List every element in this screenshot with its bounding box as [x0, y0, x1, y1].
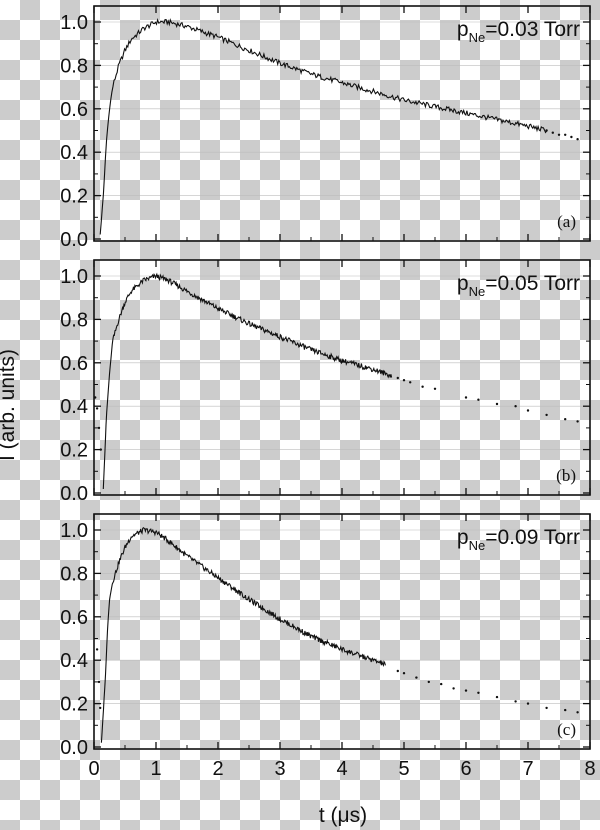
fit-point	[99, 706, 102, 710]
x-axis-title: t (μs)	[319, 804, 367, 827]
pressure-value: =0.09 Torr	[485, 526, 580, 549]
y-tick-label: 0.4	[60, 650, 88, 672]
pressure-label: pNe=0.09 Torr	[457, 526, 580, 553]
x-tick-label: 4	[336, 758, 347, 780]
panel-a: 0.0 0.2 0.4 0.6 0.8 1.0 pNe=0.03 Torr (a)	[60, 5, 591, 251]
measured-trace	[99, 17, 548, 235]
fit-point	[396, 669, 399, 673]
y-tick-label: 0.8	[60, 55, 88, 77]
measured-trace	[102, 272, 393, 490]
fit-point	[99, 448, 103, 451]
y-tick-label: 0.6	[60, 607, 88, 629]
fit-point	[477, 691, 480, 694]
y-tick-label: 1.0	[60, 266, 88, 288]
fit-point	[97, 426, 101, 430]
fit-point	[526, 409, 530, 412]
panel-letter: (b)	[556, 466, 576, 485]
y-tick-label: 0.2	[60, 440, 88, 462]
fit-point	[557, 133, 561, 136]
fit-point	[452, 687, 455, 690]
fit-point	[409, 381, 412, 384]
fit-point	[576, 420, 579, 423]
fit-point	[421, 385, 424, 388]
fit-point	[94, 396, 97, 399]
y-tick-label: 0.0	[60, 483, 88, 505]
x-tick-label: 2	[212, 758, 223, 780]
fit-point	[402, 672, 406, 675]
y-tick-label: 0.2	[60, 694, 88, 716]
fit-point	[514, 700, 517, 703]
x-tick-label: 6	[460, 758, 471, 780]
y-axis-title: I (arb. units)	[0, 349, 19, 461]
panels-group: 0.00.20.40.60.81.0 pNe=0.03 Torr(a)0.00.2…	[60, 5, 596, 780]
x-tick-label: 7	[522, 758, 533, 780]
fit-point	[464, 689, 468, 692]
panel-letter: (c)	[557, 720, 576, 739]
fit-point	[396, 376, 399, 380]
measured-trace	[100, 526, 386, 743]
fit-point	[564, 708, 567, 712]
fit-point	[433, 387, 437, 390]
fit-point	[576, 138, 579, 141]
x-tick-label: 3	[274, 758, 285, 780]
panel-letter: (a)	[557, 212, 576, 231]
fit-point	[95, 407, 99, 410]
pressure-label: pNe=0.05 Torr	[457, 272, 580, 299]
fit-point	[570, 135, 573, 139]
pressure-subscript: Ne	[469, 538, 486, 553]
fit-point	[514, 405, 517, 408]
fit-point	[415, 676, 418, 679]
y-tick-label: 0.6	[60, 99, 88, 121]
fit-point	[427, 680, 430, 684]
fit-point	[495, 695, 499, 699]
y-tick-label: 0.6	[60, 353, 88, 375]
fit-point	[402, 379, 406, 382]
fit-point	[576, 711, 579, 714]
pressure-prefix: p	[457, 18, 469, 41]
panel-frame	[93, 259, 591, 496]
x-tick-label: 5	[398, 758, 409, 780]
y-tick-label: 0.2	[60, 186, 88, 208]
fit-point	[551, 131, 554, 134]
y-tick-label: 0.4	[60, 396, 88, 418]
fit-point	[545, 706, 548, 710]
pressure-prefix: p	[457, 272, 469, 295]
fit-point	[564, 133, 567, 136]
y-tick-label: 0.0	[60, 737, 88, 759]
x-tick-label: 1	[150, 758, 161, 780]
pressure-value: =0.03 Torr	[485, 18, 580, 41]
y-tick-label: 1.0	[60, 520, 88, 542]
fit-point	[95, 648, 99, 651]
fit-point	[545, 413, 548, 417]
pressure-label: pNe=0.03 Torr	[457, 18, 580, 45]
pressure-value: =0.05 Torr	[485, 272, 580, 295]
panel-b: 0.0 0.2 0.4 0.6 0.8 1.0 pNe=0.05 Torr (b)	[60, 259, 591, 505]
fit-point	[545, 129, 548, 132]
pressure-subscript: Ne	[469, 284, 486, 299]
x-tick-label: 8	[584, 758, 595, 780]
fit-point	[526, 702, 530, 705]
panel-c: 0.0 0.2 0.4 0.6 0.8 1.0 0 1 2 3 4 5 6 7 8 pNe=0.09 Torr…	[60, 513, 596, 780]
y-tick-label: 0.8	[60, 563, 88, 585]
fit-point	[495, 402, 499, 406]
pressure-subscript: Ne	[469, 30, 486, 45]
panel-frame	[93, 513, 591, 750]
fit-point	[440, 682, 443, 686]
x-tick-label: 0	[88, 758, 99, 780]
fit-point	[97, 680, 101, 684]
y-tick-label: 0.8	[60, 309, 88, 331]
y-tick-label: 0.0	[60, 229, 88, 251]
fit-point	[464, 396, 468, 399]
y-tick-label: 1.0	[60, 12, 88, 34]
fit-point	[477, 398, 480, 401]
y-tick-label: 0.4	[60, 142, 88, 164]
fit-point	[564, 418, 567, 421]
pressure-prefix: p	[457, 526, 469, 549]
